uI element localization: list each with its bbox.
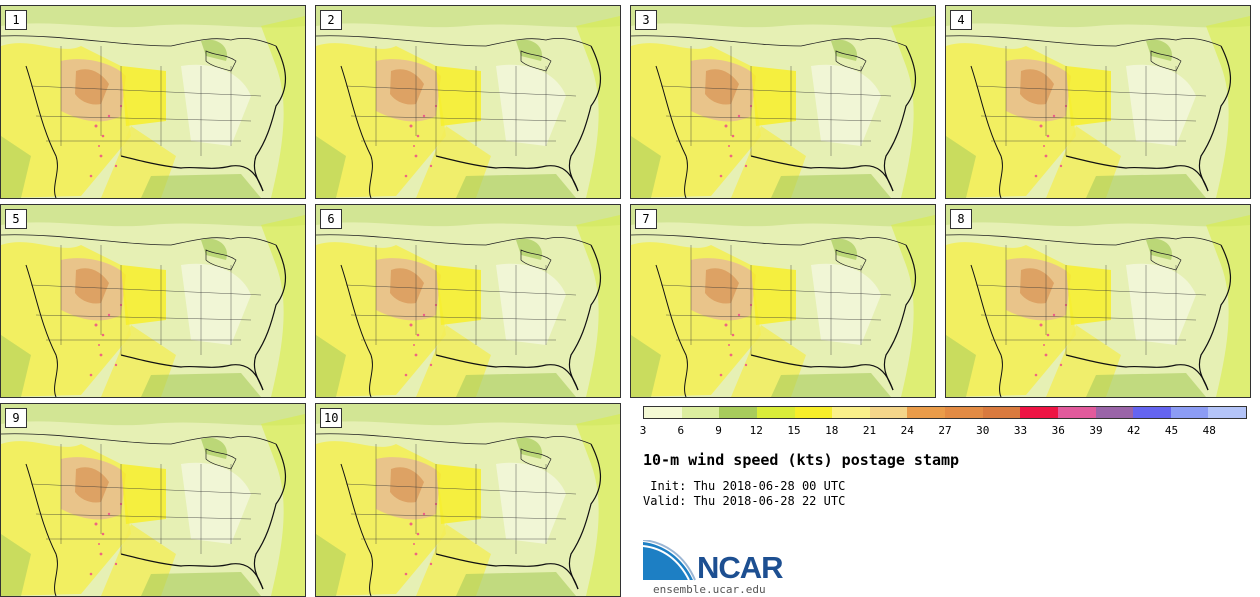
member-label: 6 (320, 209, 342, 229)
stamp-member-10: 10 (315, 403, 621, 597)
colorbar-tick-label: 15 (787, 424, 801, 437)
colorbar-segment (832, 407, 870, 418)
stamp-member-6: 6 (315, 204, 621, 398)
stamp-member-4: 4 (945, 5, 1251, 199)
valid-time: Valid: Thu 2018-06-28 22 UTC (643, 494, 846, 508)
member-label: 9 (5, 408, 27, 428)
figure-title: 10-m wind speed (kts) postage stamp (643, 451, 960, 469)
colorbar-tick-label: 27 (938, 424, 952, 437)
colorbar-segment (907, 407, 945, 418)
wind-map-6 (316, 205, 620, 397)
member-label: 10 (320, 408, 343, 428)
member-label: 3 (635, 10, 657, 30)
colorbar-segment (945, 407, 983, 418)
colorbar-tick-label: 21 (862, 424, 877, 437)
colorbar-segment (681, 407, 720, 418)
wind-map-1 (1, 6, 305, 198)
init-time: Init: Thu 2018-06-28 00 UTC (643, 479, 846, 493)
member-label: 4 (950, 10, 972, 30)
colorbar-tick-label: 48 (1202, 424, 1216, 437)
colorbar-tick-label: 30 (976, 424, 990, 437)
colorbar-tick-label: 9 (715, 424, 722, 437)
colorbar-segment (1133, 407, 1171, 418)
wind-map-4 (946, 6, 1250, 198)
colorbar-segment (982, 407, 1021, 418)
stamp-member-2: 2 (315, 5, 621, 199)
colorbar-segment (644, 407, 682, 418)
wind-map-2 (316, 6, 620, 198)
colorbar-segment (1170, 407, 1209, 418)
stamp-member-5: 5 (0, 204, 306, 398)
colorbar-segment (1020, 407, 1058, 418)
stamp-member-8: 8 (945, 204, 1251, 398)
colorbar-segment (1057, 407, 1096, 418)
colorbar-tick-label: 33 (1013, 424, 1028, 437)
colorbar-segment (1095, 407, 1134, 418)
colorbar-segment (1208, 407, 1246, 418)
colorbar-segment (719, 407, 757, 418)
member-label: 7 (635, 209, 657, 229)
colorbar-segment (869, 407, 908, 418)
colorbar-ticks: 3 6 9 12 15 18 21 24 27 30 33 36 39 42 45 48 (639, 424, 1247, 440)
wind-map-10 (316, 404, 620, 596)
stamp-member-1: 1 (0, 5, 306, 199)
member-label: 1 (5, 10, 27, 30)
colorbar-segment (794, 407, 833, 418)
colorbar-tick-label: 24 (900, 424, 914, 437)
stamp-member-3: 3 (630, 5, 936, 199)
colorbar-tick-label: 36 (1051, 424, 1065, 437)
colorbar-segment (756, 407, 795, 418)
wind-speed-colorbar (643, 406, 1247, 419)
ncar-logo-text: NCAR (697, 550, 784, 585)
wind-map-9 (1, 404, 305, 596)
colorbar-tick-label: 12 (749, 424, 763, 437)
stamp-member-9: 9 (0, 403, 306, 597)
member-label: 2 (320, 10, 342, 30)
wind-map-8 (946, 205, 1250, 397)
wind-map-5 (1, 205, 305, 397)
wind-map-3 (631, 6, 935, 198)
colorbar-tick-label: 39 (1089, 424, 1103, 437)
ncar-logo-icon (643, 540, 696, 581)
member-label: 5 (5, 209, 27, 229)
colorbar-tick-label: 3 (639, 424, 647, 437)
member-label: 8 (950, 209, 972, 229)
colorbar-tick-label: 42 (1127, 424, 1141, 437)
stamp-member-7: 7 (630, 204, 936, 398)
wind-map-7 (631, 205, 935, 397)
source-url: ensemble.ucar.edu (653, 583, 766, 596)
colorbar-tick-label: 45 (1164, 424, 1179, 437)
colorbar-tick-label: 18 (825, 424, 839, 437)
colorbar-tick-label: 6 (677, 424, 685, 437)
